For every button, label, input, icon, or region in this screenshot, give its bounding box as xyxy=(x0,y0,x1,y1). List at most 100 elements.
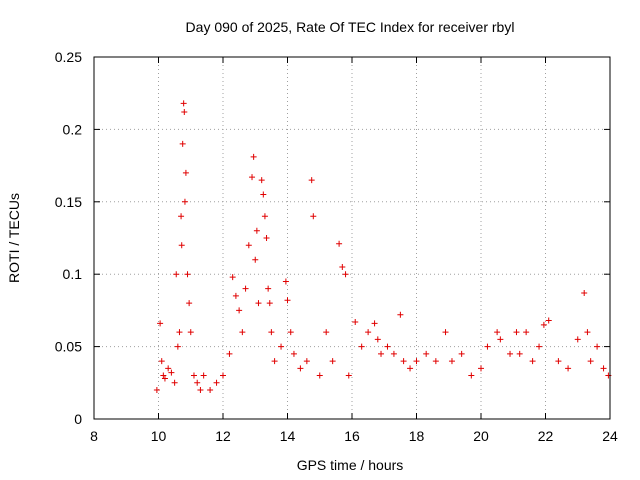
data-point xyxy=(329,358,336,365)
data-point xyxy=(478,365,484,372)
data-point xyxy=(529,358,536,365)
data-point xyxy=(284,297,291,304)
data-point xyxy=(261,213,268,220)
data-point xyxy=(194,379,201,386)
data-point xyxy=(397,311,404,318)
data-point xyxy=(181,198,188,205)
data-point xyxy=(384,343,391,350)
data-point xyxy=(220,372,226,379)
data-point xyxy=(157,320,164,327)
data-point xyxy=(352,318,359,325)
data-point xyxy=(374,336,381,343)
grid xyxy=(94,57,610,419)
data-point xyxy=(371,320,378,327)
data-point xyxy=(316,372,323,379)
data-point xyxy=(171,379,178,386)
chart-title: Day 090 of 2025, Rate Of TEC Index for r… xyxy=(186,19,515,35)
axis-ticks xyxy=(93,56,611,420)
data-point xyxy=(545,317,552,324)
data-point xyxy=(263,235,270,241)
data-point xyxy=(253,227,260,234)
data-point xyxy=(540,321,547,328)
data-point xyxy=(297,365,304,372)
data-point xyxy=(197,387,204,394)
data-point xyxy=(173,271,180,278)
data-point xyxy=(168,369,175,376)
x-tick-label: 18 xyxy=(409,428,425,444)
data-point xyxy=(484,343,491,350)
x-tick-label: 20 xyxy=(473,428,489,444)
x-tick-labels: 8 10 12 14 16 18 20 22 24 xyxy=(90,428,618,444)
y-tick-labels: 0 0.05 0.1 0.15 0.2 0.25 xyxy=(55,49,82,427)
data-points xyxy=(153,100,612,394)
data-point xyxy=(407,365,414,372)
x-tick-label: 22 xyxy=(538,428,554,444)
data-point xyxy=(345,372,352,379)
data-point xyxy=(184,271,191,278)
data-point xyxy=(242,285,249,292)
data-point xyxy=(448,358,455,365)
data-point xyxy=(161,375,168,382)
data-point xyxy=(255,300,262,307)
data-point xyxy=(516,350,523,357)
x-tick-label: 10 xyxy=(151,428,167,444)
data-point xyxy=(250,153,257,160)
data-point xyxy=(249,174,256,181)
data-point xyxy=(442,329,449,336)
data-point xyxy=(365,329,372,336)
data-point xyxy=(303,358,310,365)
data-point xyxy=(268,329,275,336)
data-point xyxy=(266,300,273,307)
y-tick-label: 0.1 xyxy=(63,266,83,282)
data-point xyxy=(432,358,439,365)
data-point xyxy=(423,350,430,357)
data-point xyxy=(232,292,239,299)
data-point xyxy=(310,213,317,220)
data-point xyxy=(336,240,343,247)
data-point xyxy=(165,365,172,372)
data-point xyxy=(523,329,530,336)
data-point xyxy=(507,350,514,357)
data-point xyxy=(153,387,160,394)
x-axis-title: GPS time / hours xyxy=(297,457,404,473)
data-point xyxy=(342,271,349,278)
data-point xyxy=(413,358,420,365)
x-tick-label: 24 xyxy=(602,428,618,444)
data-point xyxy=(187,329,194,336)
data-point xyxy=(213,379,220,386)
data-point xyxy=(174,343,181,350)
data-point xyxy=(158,358,165,365)
data-point xyxy=(290,350,297,357)
data-point xyxy=(497,336,504,343)
data-point xyxy=(513,329,520,336)
data-point xyxy=(555,358,562,365)
data-point xyxy=(584,329,591,336)
data-point xyxy=(186,300,193,307)
data-point xyxy=(358,343,365,350)
data-point xyxy=(252,256,259,263)
data-point xyxy=(565,365,572,372)
data-point xyxy=(390,350,397,357)
y-tick-label: 0.15 xyxy=(55,194,82,210)
data-point xyxy=(600,365,607,372)
data-point xyxy=(378,350,385,357)
data-point xyxy=(260,191,267,198)
data-point xyxy=(468,372,475,379)
data-point xyxy=(182,169,189,176)
data-point xyxy=(587,358,594,365)
x-tick-label: 16 xyxy=(344,428,360,444)
data-point xyxy=(594,343,601,350)
data-point xyxy=(200,372,207,379)
data-point xyxy=(278,343,285,350)
data-point xyxy=(581,290,588,297)
y-tick-label: 0.2 xyxy=(63,121,83,137)
data-point xyxy=(229,274,236,281)
y-tick-label: 0.25 xyxy=(55,49,82,65)
data-point xyxy=(178,242,185,249)
data-point xyxy=(180,100,187,107)
data-point xyxy=(287,329,294,336)
data-point xyxy=(323,329,330,336)
data-point xyxy=(258,177,265,184)
data-point xyxy=(178,213,185,220)
